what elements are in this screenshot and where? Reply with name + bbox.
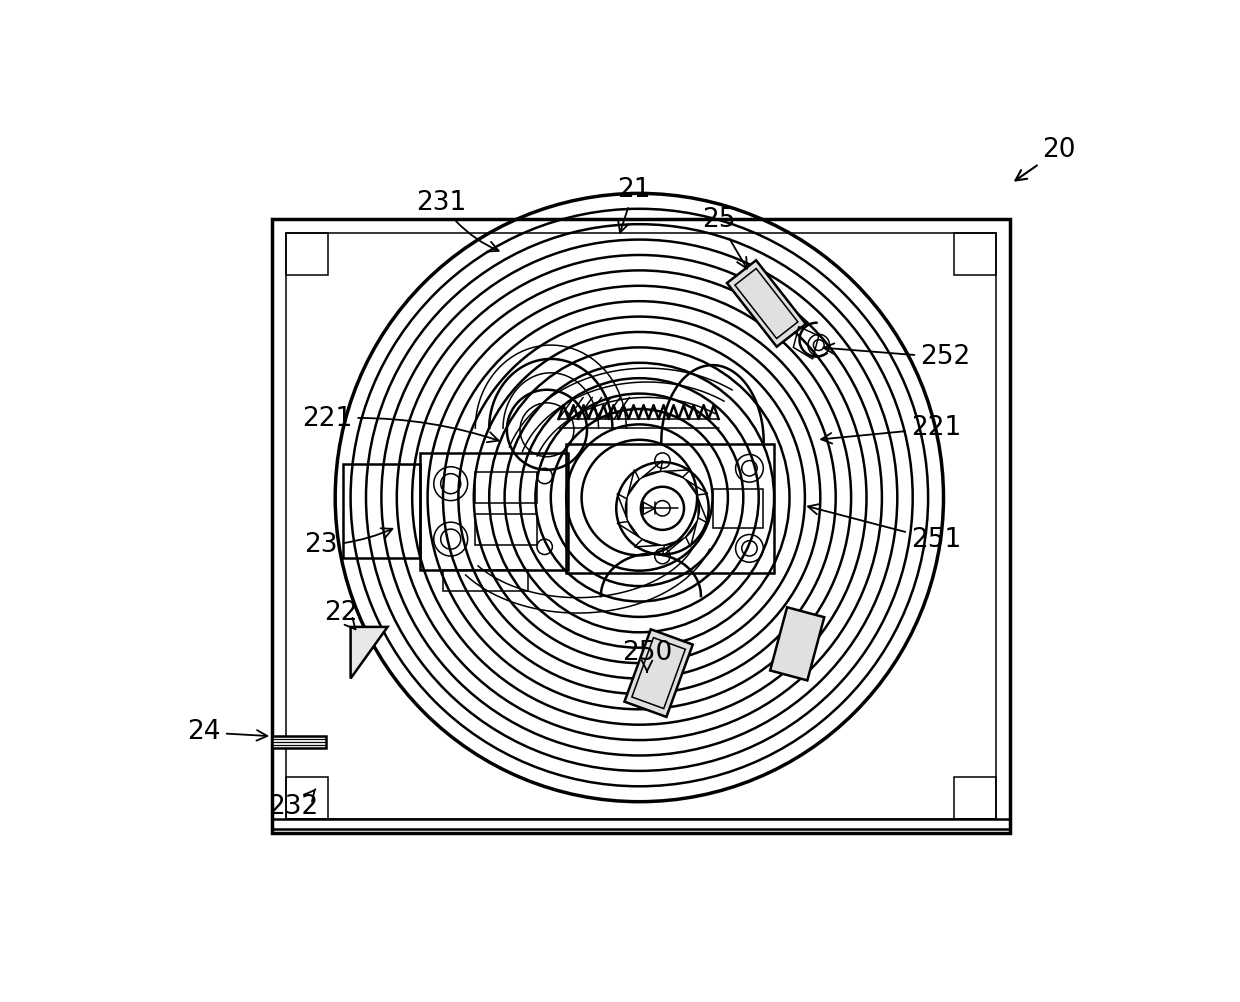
Text: 21: 21 [618, 176, 651, 232]
Text: 251: 251 [808, 504, 961, 553]
Bar [286, 232, 996, 820]
Text: 22: 22 [325, 600, 358, 629]
Text: 221: 221 [303, 406, 498, 442]
Polygon shape [625, 629, 693, 716]
Text: 23: 23 [305, 528, 392, 558]
Bar [272, 736, 326, 747]
Polygon shape [351, 627, 388, 678]
Text: 250: 250 [622, 640, 672, 672]
Bar [343, 465, 420, 558]
Bar [954, 232, 996, 275]
Bar [286, 232, 329, 275]
Bar [272, 218, 1009, 834]
Bar [420, 453, 568, 570]
Text: 25: 25 [702, 207, 746, 269]
Text: 20: 20 [1016, 137, 1075, 180]
Bar [443, 570, 528, 591]
Bar [286, 777, 329, 820]
Bar [567, 444, 774, 573]
Text: 221: 221 [821, 415, 961, 444]
Bar [954, 777, 996, 820]
Bar [475, 472, 537, 503]
Bar [713, 489, 763, 528]
Text: 24: 24 [187, 719, 268, 745]
Text: 231: 231 [417, 190, 498, 252]
Polygon shape [727, 261, 806, 347]
Polygon shape [770, 607, 825, 680]
Text: 232: 232 [268, 790, 317, 820]
Bar [475, 514, 537, 545]
Text: 252: 252 [823, 344, 970, 371]
